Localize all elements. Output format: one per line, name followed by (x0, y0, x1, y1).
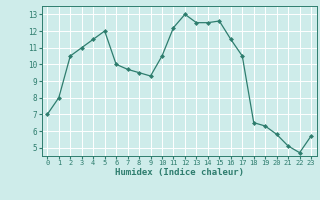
X-axis label: Humidex (Indice chaleur): Humidex (Indice chaleur) (115, 168, 244, 177)
